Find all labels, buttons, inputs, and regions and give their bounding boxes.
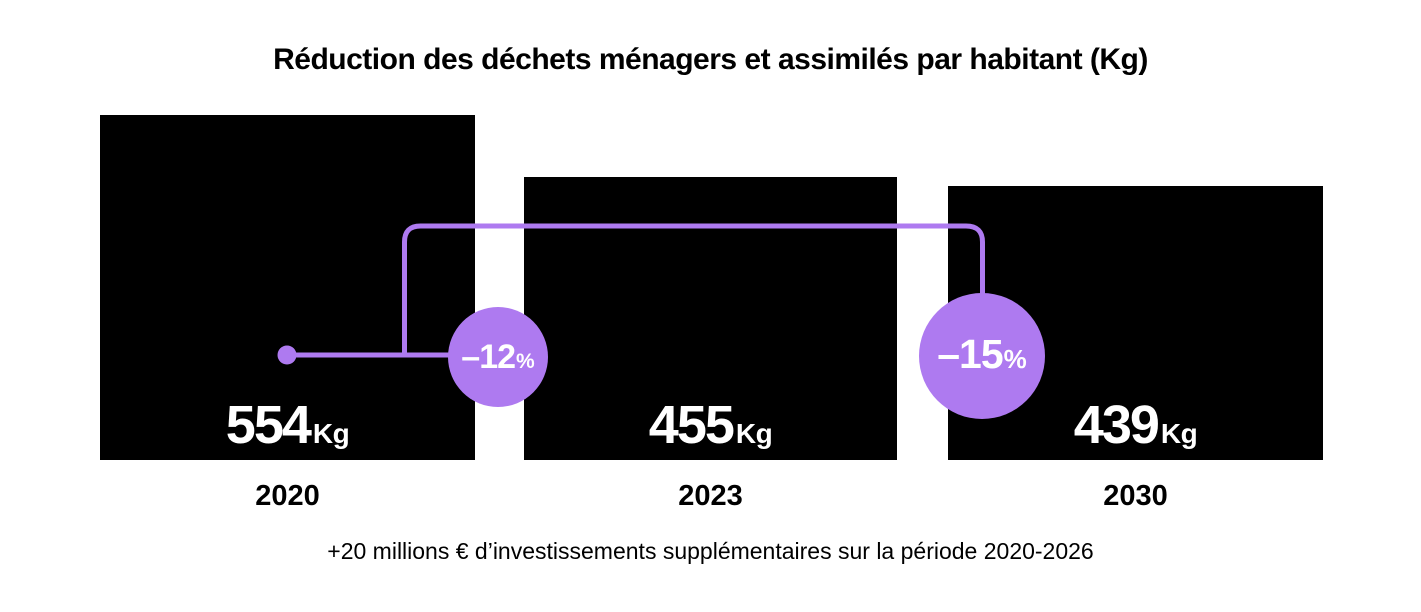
badge-content: –12 % (461, 307, 534, 440)
change-badge-2023-2030: –15 % (919, 293, 1045, 419)
change-badge-2020-2023: –12 % (448, 307, 548, 407)
bar-value-number: 439 (1073, 395, 1160, 455)
bar-value-unit: Kg (1160, 418, 1198, 449)
footnote: +20 millions € d’investissements supplém… (327, 538, 1094, 564)
chart-title: Réduction des déchets ménagers et assimi… (273, 43, 1148, 76)
x-axis-label-2020: 2020 (255, 480, 320, 512)
bar-value-2023: 455 Kg (524, 398, 897, 452)
bar-value-number: 455 (648, 395, 735, 455)
bar-value-unit: Kg (735, 418, 773, 449)
bar-2023: 455 Kg (524, 177, 897, 460)
badge-content: –15 % (937, 293, 1027, 460)
bar-2020: 554 Kg (100, 115, 475, 460)
bar-value-unit: Kg (312, 418, 350, 449)
x-axis-label-2030: 2030 (1103, 480, 1168, 512)
bar-value-number: 554 (225, 395, 312, 455)
badge-value: –12 (461, 338, 516, 376)
bar-value-2030: 439 Kg (948, 398, 1323, 452)
x-axis-label-2023: 2023 (678, 480, 743, 512)
badge-value: –15 (937, 331, 1003, 377)
bar-value-2020: 554 Kg (100, 398, 475, 452)
percent-sign: % (1003, 344, 1027, 374)
percent-sign: % (516, 350, 535, 373)
